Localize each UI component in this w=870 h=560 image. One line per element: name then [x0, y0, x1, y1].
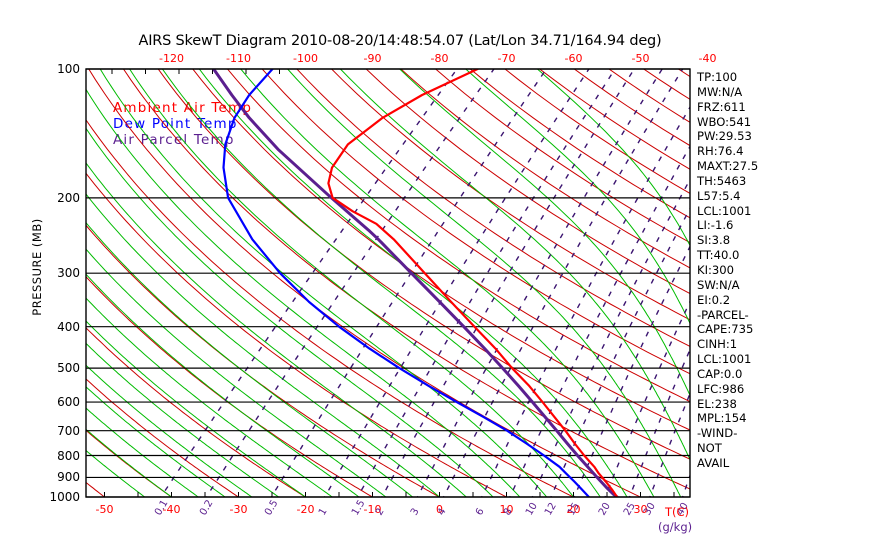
plot-frame: [85, 68, 691, 498]
ambient-air-temp-curve: [327, 69, 619, 497]
param-parcel: -PARCEL-: [697, 307, 749, 322]
top-temp-tick--100: -100: [293, 52, 318, 65]
bottom-temp-tick--20: -20: [296, 503, 315, 516]
param-pw: PW:29.53: [697, 129, 752, 144]
mixing-ratio-axis-label: (g/kg): [658, 520, 693, 534]
top-temp-tick--120: -120: [159, 52, 184, 65]
param-tp: TP:100: [697, 70, 738, 84]
top-temp-tick--50: -50: [631, 52, 650, 65]
bottom-temp-tick--40: -40: [162, 503, 181, 516]
top-temp-tick--40: -40: [698, 52, 717, 65]
top-temp-tick--110: -110: [226, 52, 251, 65]
bottom-temp-tick-0: 0: [436, 503, 443, 516]
background-grid-lines: [86, 69, 690, 497]
param-cinh: CINH:1: [697, 337, 738, 352]
param-frz: FRZ:611: [697, 99, 746, 114]
pressure-tick-700: 700: [57, 423, 80, 438]
legend-ambient-air-temp: Ambient Air Temp: [113, 100, 253, 116]
page-title: AIRS SkewT Diagram 2010-08-20/14:48:54.0…: [138, 33, 662, 49]
param-ei: EI:0.2: [697, 292, 731, 307]
param-cap: CAP:0.0: [697, 366, 743, 381]
pressure-tick-200: 200: [57, 190, 80, 205]
param-tt: TT:40.0: [697, 248, 740, 263]
param-l57: L57:5.4: [697, 188, 741, 203]
param-maxt: MAXT:27.5: [697, 159, 759, 174]
param-wbo: WBO:541: [697, 114, 752, 129]
sounding-parameters-panel: TP:100 MW:N/A FRZ:611 WBO:541 PW:29.53 RH:76.…: [697, 70, 817, 471]
param-lfc: LFC:986: [697, 381, 745, 396]
param-si: SI:3.8: [697, 233, 731, 248]
legend-air-parcel-temp: Air Parcel Temp: [113, 132, 235, 148]
bottom-temp-tick--30: -30: [229, 503, 248, 516]
pressure-tick-1000: 1000: [49, 490, 80, 504]
air-parcel-temp-curve: [212, 69, 619, 497]
bottom-temp-tick--10: -10: [363, 503, 382, 516]
param-el: EL:238: [697, 396, 737, 411]
top-temp-tick--80: -80: [430, 52, 449, 65]
bottom-temp-tick-20: 20: [566, 503, 581, 516]
dew-point-temp-curve: [222, 69, 590, 497]
axis-ticks: [104, 69, 675, 497]
param-lcl: LCL:1001: [697, 352, 752, 367]
param-mw: MW:N/A: [697, 84, 743, 99]
pressure-tick-100: 100: [57, 62, 80, 76]
pressure-tick-500: 500: [57, 361, 80, 376]
param-not: NOT: [697, 441, 722, 456]
bottom-temp-tick--50: -50: [95, 503, 114, 516]
param-sw: SW:N/A: [697, 277, 740, 292]
bottom-temp-tick-10: 10: [499, 503, 514, 516]
param-ki: KI:300: [697, 262, 735, 277]
top-temp-tick--70: -70: [497, 52, 516, 65]
pressure-tick-800: 800: [57, 448, 80, 463]
param-rh: RH:76.4: [697, 144, 744, 159]
param-li: LI:-1.6: [697, 218, 734, 233]
param-avail: AVAIL: [697, 455, 730, 470]
pressure-tick-300: 300: [57, 266, 80, 281]
bottom-temp-tick-30: 30: [633, 503, 648, 516]
param-mpl: MPL:154: [697, 411, 747, 426]
top-temp-tick--60: -60: [564, 52, 583, 65]
temperature-axis-label: T(C): [665, 505, 690, 519]
param-cape: CAPE:735: [697, 322, 754, 337]
param-lcl: LCL:1001: [697, 203, 752, 218]
top-temp-tick--90: -90: [363, 52, 382, 65]
pressure-tick-900: 900: [57, 470, 80, 485]
param-wind: -WIND-: [697, 426, 738, 441]
param-th: TH:5463: [697, 173, 747, 188]
pressure-tick-600: 600: [57, 395, 80, 410]
pressure-gridlines: [86, 68, 690, 498]
pressure-tick-400: 400: [57, 319, 80, 334]
